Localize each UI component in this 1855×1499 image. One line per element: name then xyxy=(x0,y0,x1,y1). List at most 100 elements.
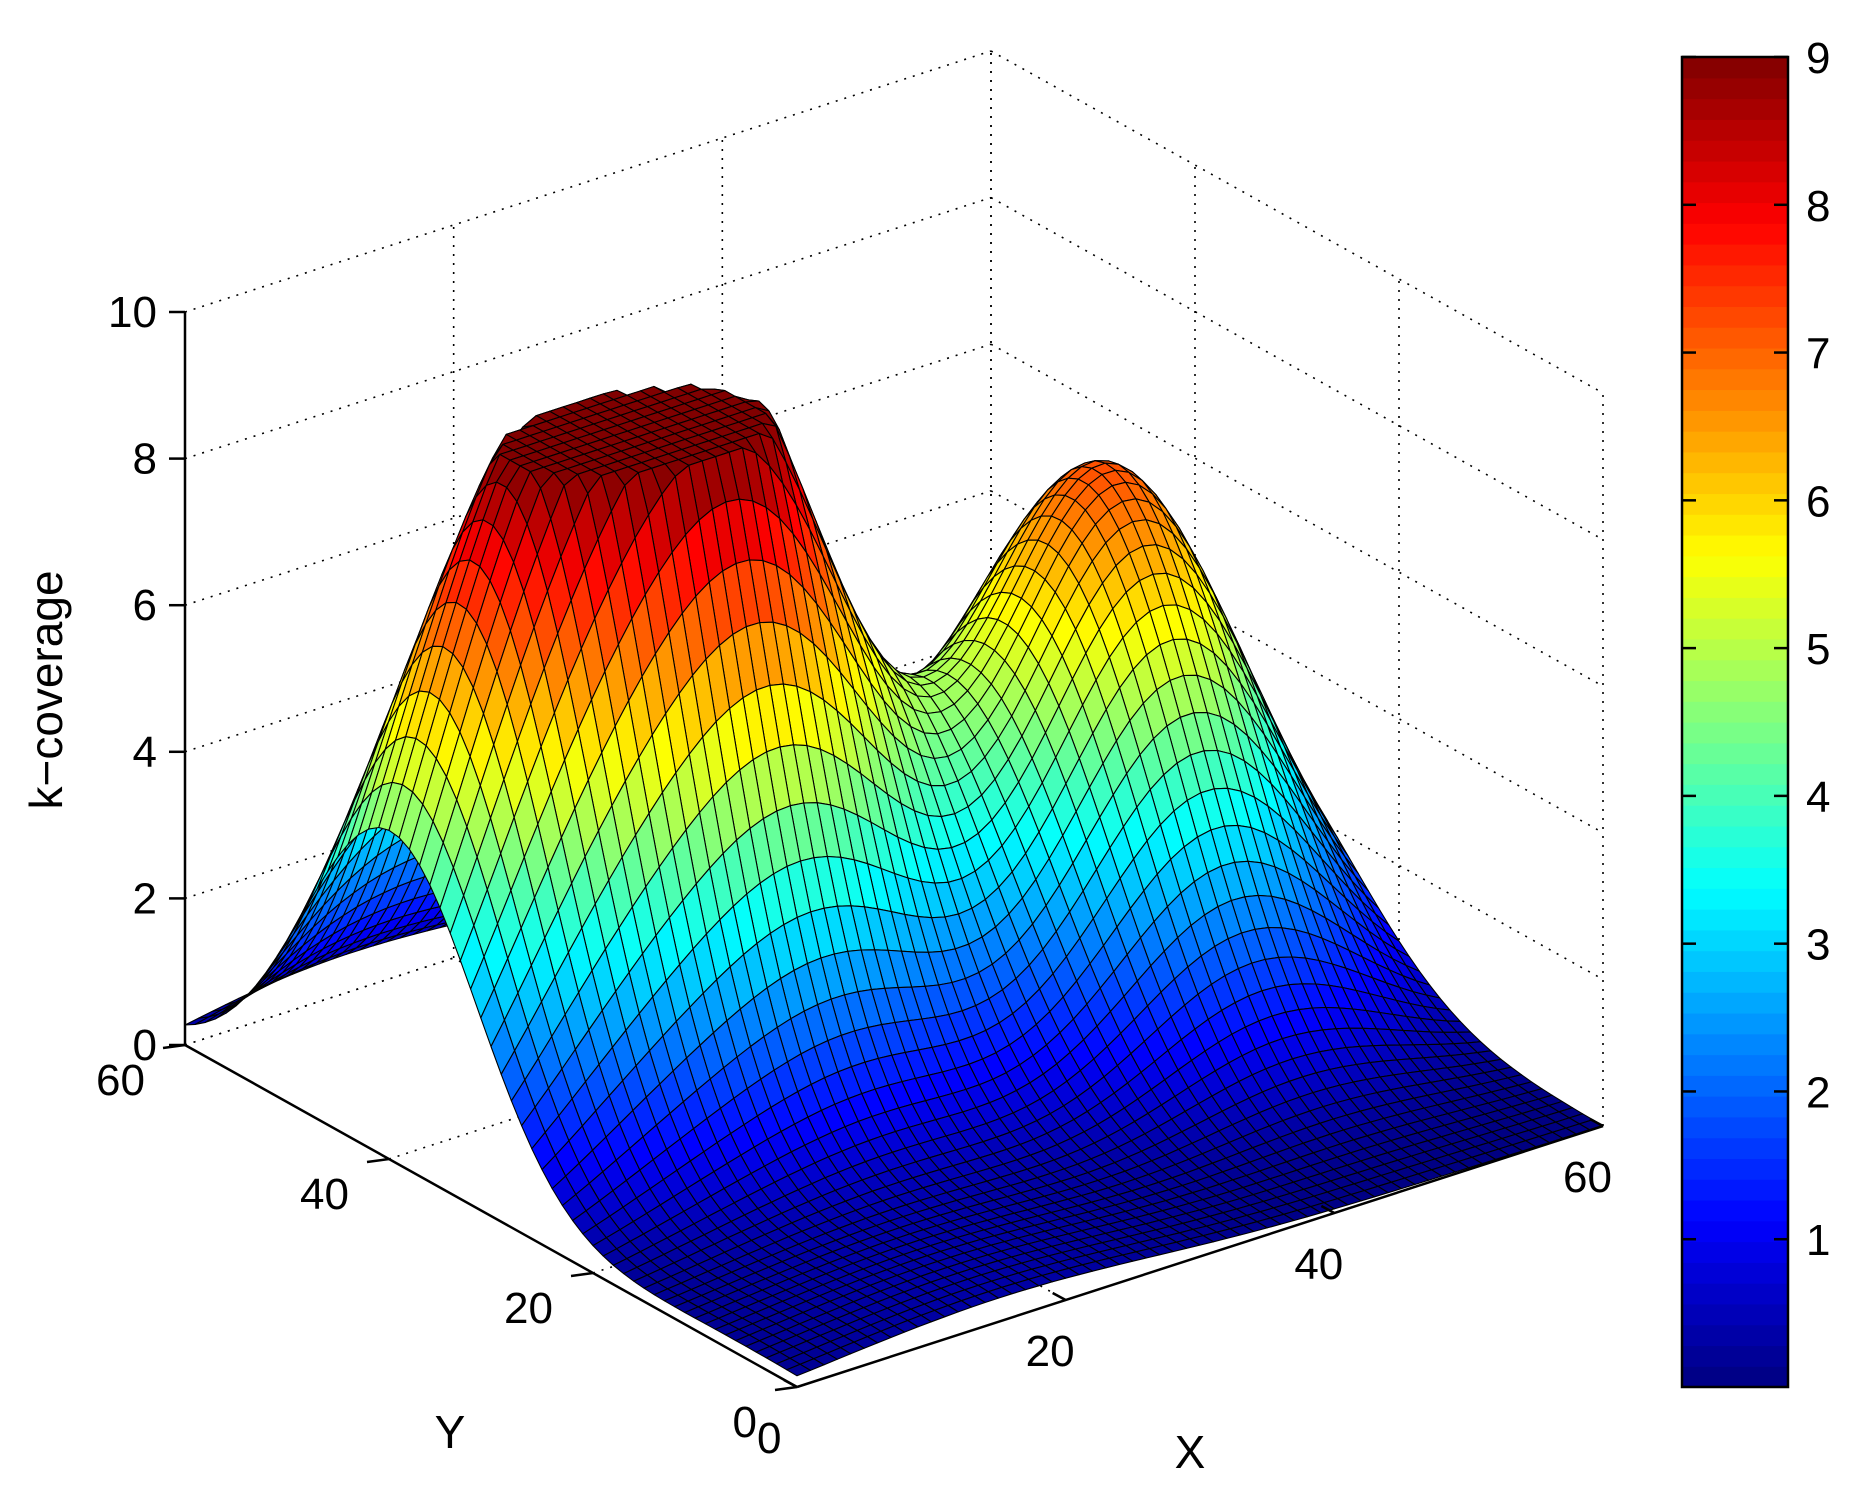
colorbar-swatch xyxy=(1682,306,1788,328)
y-axis-label: Y xyxy=(435,1406,466,1458)
y-tick-label: 40 xyxy=(300,1170,349,1219)
colorbar-swatch xyxy=(1682,638,1788,661)
x-tick-label: 0 xyxy=(757,1414,781,1463)
colorbar-swatch xyxy=(1682,160,1788,183)
colorbar-swatch xyxy=(1682,701,1788,723)
colorbar-swatch xyxy=(1682,1075,1788,1097)
x-tick xyxy=(783,1378,798,1389)
colorbar-swatch xyxy=(1682,867,1788,889)
colorbar-swatch xyxy=(1682,181,1788,204)
colorbar-swatch xyxy=(1682,1054,1788,1076)
colorbar-swatch xyxy=(1682,1345,1788,1367)
colorbar-tick-label: 5 xyxy=(1806,625,1830,674)
colorbar-tick-label: 1 xyxy=(1806,1216,1830,1265)
colorbar-swatch xyxy=(1682,1324,1788,1347)
colorbar-swatch xyxy=(1682,493,1788,515)
colorbar-swatch xyxy=(1682,410,1788,432)
colorbar-tick-label: 3 xyxy=(1806,921,1830,970)
grid-line xyxy=(184,50,992,313)
colorbar-swatch xyxy=(1682,1179,1788,1201)
colorbar-tick-label: 4 xyxy=(1806,773,1830,822)
colorbar-swatch xyxy=(1682,1220,1788,1243)
colorbar-swatch xyxy=(1682,368,1788,391)
colorbar-swatch xyxy=(1682,431,1788,453)
colorbar-swatch xyxy=(1682,98,1788,120)
colorbar-swatch xyxy=(1682,140,1788,162)
colorbar-swatch xyxy=(1682,264,1788,287)
grid-line xyxy=(184,196,992,460)
z-tick-label: 10 xyxy=(108,288,157,337)
colorbar-tick-label: 2 xyxy=(1806,1068,1830,1117)
colorbar-swatch xyxy=(1682,1283,1788,1305)
y-tick-label: 60 xyxy=(96,1056,145,1105)
x-tick-label: 40 xyxy=(1294,1240,1343,1289)
colorbar-swatch xyxy=(1682,1262,1788,1284)
colorbar-swatch xyxy=(1682,950,1788,972)
colorbar-tick-label: 7 xyxy=(1806,330,1830,379)
colorbar-swatch xyxy=(1682,825,1788,848)
y-axis-line xyxy=(184,1043,798,1389)
colorbar-swatch xyxy=(1682,784,1788,806)
colorbar-swatch xyxy=(1682,805,1788,827)
colorbar-swatch xyxy=(1682,1116,1788,1139)
colorbar-swatch xyxy=(1682,389,1788,411)
colorbar-swatch xyxy=(1682,597,1788,619)
colorbar-swatch xyxy=(1682,77,1788,100)
x-axis-line xyxy=(796,1124,1604,1389)
colorbar-swatch xyxy=(1682,1366,1788,1388)
z-tick-label: 0 xyxy=(133,1021,157,1070)
colorbar-swatch xyxy=(1682,1012,1788,1035)
colorbar-swatch xyxy=(1682,514,1788,536)
colorbar-swatch xyxy=(1682,846,1788,869)
colorbar-swatch xyxy=(1682,1303,1788,1326)
colorbar-swatch xyxy=(1682,285,1788,307)
y-tick-label: 20 xyxy=(504,1284,553,1333)
colorbar-swatch xyxy=(1682,1199,1788,1222)
colorbar-swatch xyxy=(1682,451,1788,474)
x-tick xyxy=(1589,1117,1604,1128)
colorbar-tick-label: 9 xyxy=(1806,34,1830,83)
y-tick-label: 0 xyxy=(733,1398,757,1447)
colorbar-swatch xyxy=(1682,202,1788,224)
colorbar-frame xyxy=(1680,55,1790,1389)
colorbar-swatch xyxy=(1682,555,1788,578)
x-tick-label: 20 xyxy=(1026,1327,1075,1376)
y-tick xyxy=(366,1157,390,1164)
colorbar-swatch xyxy=(1682,57,1788,79)
colorbar-swatch xyxy=(1682,244,1788,266)
colorbar-tick-label: 6 xyxy=(1806,477,1830,526)
colorbar-swatch xyxy=(1682,472,1788,495)
z-tick-label: 4 xyxy=(133,728,157,777)
x-tick xyxy=(1320,1204,1335,1215)
axes xyxy=(183,312,1604,1389)
colorbar-swatch xyxy=(1682,576,1788,598)
z-axis-label: k−coverage xyxy=(20,570,72,809)
colorbar: 1 2 3 4 5 6 7 8 9 xyxy=(1680,34,1830,1389)
colorbar-swatch xyxy=(1682,1096,1788,1118)
x-tick xyxy=(1052,1291,1067,1302)
colorbar-swatch xyxy=(1682,1158,1788,1180)
x-tick-label: 60 xyxy=(1563,1153,1612,1202)
colorbar-swatch xyxy=(1682,1137,1788,1160)
colorbar-swatch xyxy=(1682,909,1788,931)
colorbar-swatch xyxy=(1682,327,1788,349)
colorbar-swatch xyxy=(1682,763,1788,785)
axis-labels: k−coverage Y X xyxy=(20,570,1205,1478)
x-axis-label: X xyxy=(1175,1426,1206,1478)
colorbar-swatch xyxy=(1682,992,1788,1014)
colorbar-swatch xyxy=(1682,347,1788,370)
colorbar-swatch xyxy=(1682,680,1788,702)
y-tick xyxy=(570,1271,594,1278)
z-tick-label: 8 xyxy=(133,435,157,484)
colorbar-swatch xyxy=(1682,929,1788,952)
colorbar-swatch xyxy=(1682,1033,1788,1056)
colorbar-swatch xyxy=(1682,971,1788,993)
colorbar-swatch xyxy=(1682,888,1788,910)
colorbar-swatch xyxy=(1682,742,1788,765)
colorbar-swatch xyxy=(1682,223,1788,245)
y-tick xyxy=(774,1385,798,1392)
colorbar-tick-label: 8 xyxy=(1806,182,1830,231)
